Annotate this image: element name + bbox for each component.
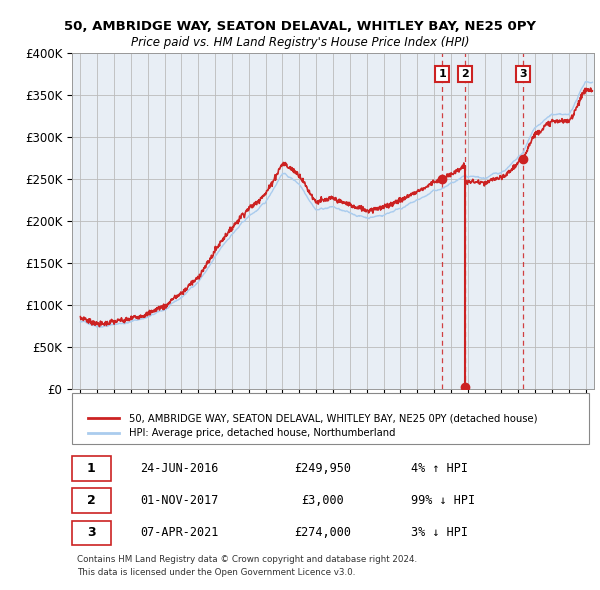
Text: £3,000: £3,000 (301, 494, 344, 507)
Text: £249,950: £249,950 (294, 462, 351, 475)
Text: Price paid vs. HM Land Registry's House Price Index (HPI): Price paid vs. HM Land Registry's House … (131, 36, 469, 49)
Text: Contains HM Land Registry data © Crown copyright and database right 2024.: Contains HM Land Registry data © Crown c… (77, 555, 418, 564)
Text: 50, AMBRIDGE WAY, SEATON DELAVAL, WHITLEY BAY, NE25 0PY (detached house): 50, AMBRIDGE WAY, SEATON DELAVAL, WHITLE… (130, 414, 538, 424)
Text: £274,000: £274,000 (294, 526, 351, 539)
Text: 3: 3 (519, 69, 527, 79)
Text: 1: 1 (438, 69, 446, 79)
Text: 1: 1 (87, 462, 95, 475)
Text: This data is licensed under the Open Government Licence v3.0.: This data is licensed under the Open Gov… (77, 568, 356, 577)
Text: 3: 3 (87, 526, 95, 539)
FancyBboxPatch shape (72, 393, 589, 444)
Text: HPI: Average price, detached house, Northumberland: HPI: Average price, detached house, Nort… (130, 428, 396, 438)
Text: 2: 2 (87, 494, 95, 507)
Text: 07-APR-2021: 07-APR-2021 (140, 526, 218, 539)
FancyBboxPatch shape (72, 489, 111, 513)
Text: 3% ↓ HPI: 3% ↓ HPI (412, 526, 469, 539)
FancyBboxPatch shape (72, 520, 111, 545)
Text: 24-JUN-2016: 24-JUN-2016 (140, 462, 218, 475)
Text: 50, AMBRIDGE WAY, SEATON DELAVAL, WHITLEY BAY, NE25 0PY: 50, AMBRIDGE WAY, SEATON DELAVAL, WHITLE… (64, 20, 536, 33)
Text: 2: 2 (461, 69, 469, 79)
Text: 4% ↑ HPI: 4% ↑ HPI (412, 462, 469, 475)
Text: 99% ↓ HPI: 99% ↓ HPI (412, 494, 475, 507)
FancyBboxPatch shape (72, 456, 111, 481)
Text: 01-NOV-2017: 01-NOV-2017 (140, 494, 218, 507)
